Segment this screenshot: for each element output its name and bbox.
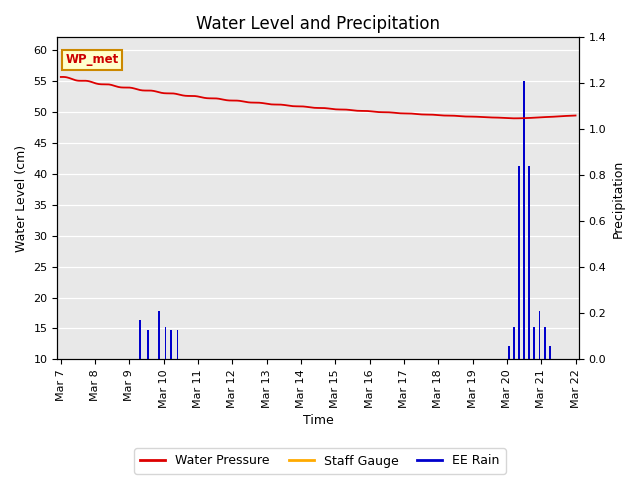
Bar	[528, 166, 530, 360]
Bar	[147, 330, 149, 360]
Y-axis label: Precipitation: Precipitation	[612, 159, 625, 238]
Bar	[513, 327, 515, 360]
Bar	[157, 311, 159, 360]
Legend: Water Pressure, Staff Gauge, EE Rain: Water Pressure, Staff Gauge, EE Rain	[134, 448, 506, 474]
Text: WP_met: WP_met	[65, 53, 118, 66]
Bar	[523, 81, 525, 360]
Bar	[164, 327, 166, 360]
X-axis label: Time: Time	[303, 414, 333, 427]
Bar	[549, 346, 551, 360]
Bar	[518, 166, 520, 360]
Bar	[139, 320, 141, 360]
Bar	[508, 346, 509, 360]
Y-axis label: Water Level (cm): Water Level (cm)	[15, 145, 28, 252]
Bar	[544, 327, 546, 360]
Bar	[533, 327, 535, 360]
Bar	[177, 330, 179, 360]
Bar	[170, 330, 172, 360]
Bar	[539, 311, 540, 360]
Title: Water Level and Precipitation: Water Level and Precipitation	[196, 15, 440, 33]
